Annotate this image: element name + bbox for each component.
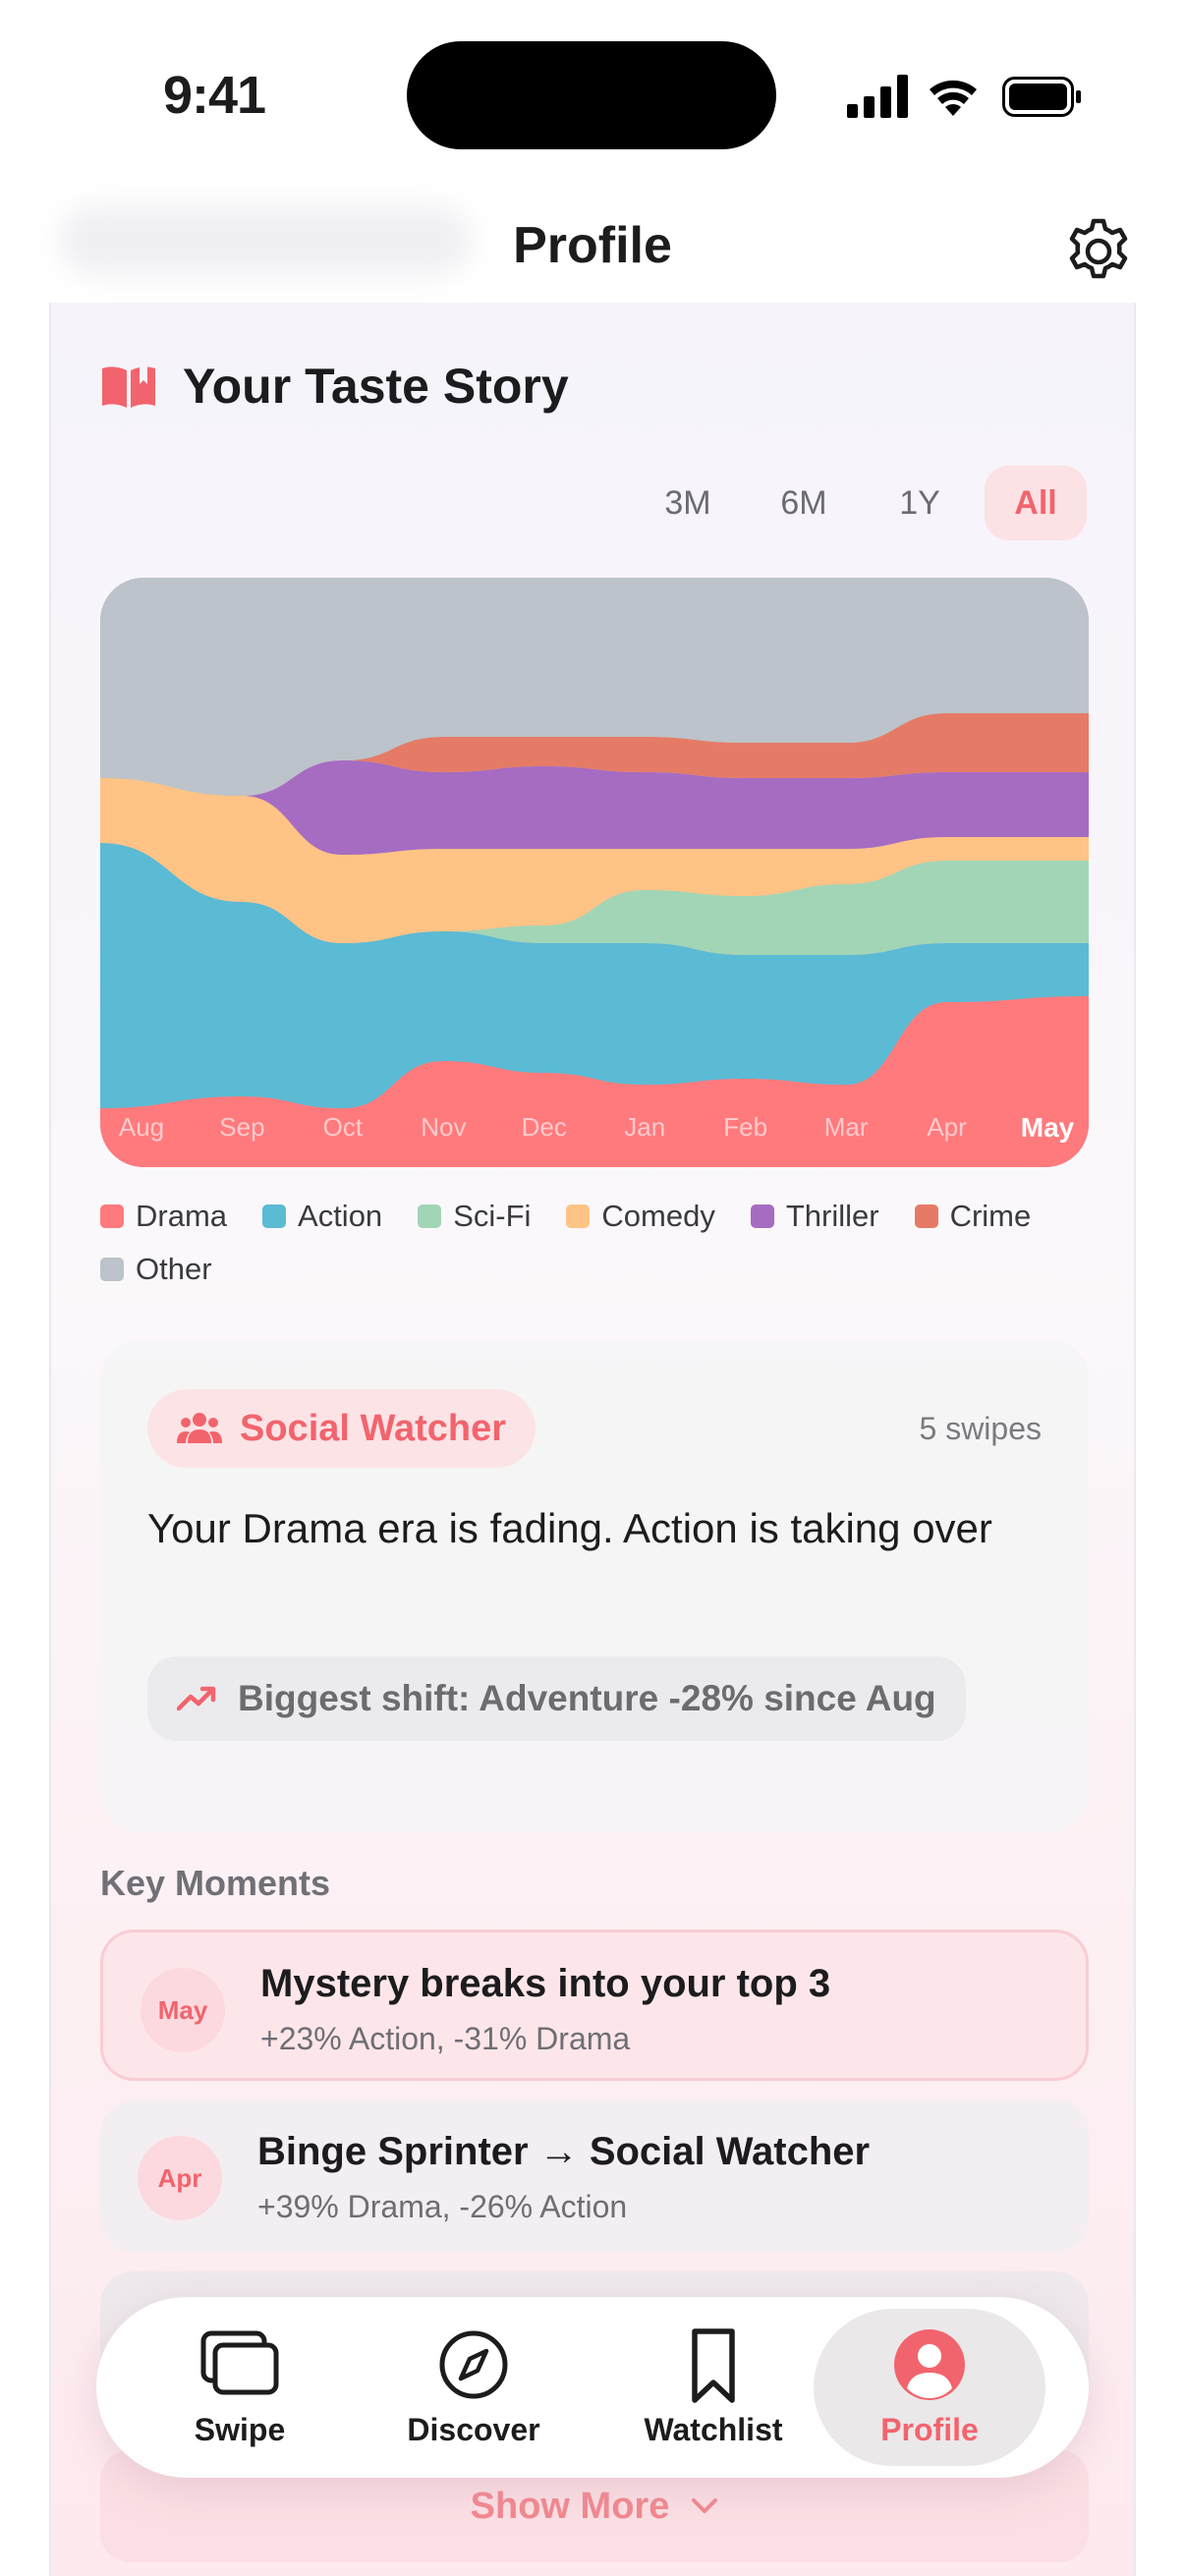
series-area-action xyxy=(100,843,1089,1108)
status-icons xyxy=(847,75,1081,118)
range-tab-3m[interactable]: 3M xyxy=(664,483,711,522)
range-tab-1y[interactable]: 1Y xyxy=(899,483,940,522)
legend-label: Thriller xyxy=(785,1199,879,1233)
dynamic-island xyxy=(407,41,776,149)
insight-card: Social Watcher 5 swipes Your Drama era i… xyxy=(100,1340,1089,1831)
swipe-count: 5 swipes xyxy=(919,1411,1043,1446)
legend-item: Comedy xyxy=(566,1199,715,1234)
x-tick-label: Aug xyxy=(118,1112,165,1142)
tab-label: Watchlist xyxy=(644,2411,783,2447)
gear-icon[interactable] xyxy=(1063,216,1134,287)
moment-month-badge: May xyxy=(141,1968,225,2052)
tab-discover[interactable]: Discover xyxy=(358,2309,590,2466)
legend-swatch xyxy=(566,1204,591,1228)
series-area-other xyxy=(100,578,1089,796)
legend-item: Action xyxy=(262,1199,382,1234)
range-tabs: 3M 6M 1Y All xyxy=(637,466,1087,540)
x-tick-label: Dec xyxy=(521,1112,567,1142)
card-title-row: Your Taste Story xyxy=(100,358,569,415)
legend-label: Action xyxy=(298,1199,383,1233)
cards-icon xyxy=(200,2330,279,2394)
key-moments-heading: Key Moments xyxy=(100,1863,331,1903)
series-area-drama xyxy=(100,996,1089,1167)
legend-item: Thriller xyxy=(750,1199,879,1234)
person-icon xyxy=(894,2328,965,2400)
series-area-thriller xyxy=(100,760,1089,855)
book-open-icon xyxy=(102,365,155,408)
legend-item: Drama xyxy=(100,1199,227,1234)
chevron-down-icon xyxy=(692,2498,718,2513)
chart-x-axis: Aug Sep Oct Nov Dec Jan Feb Mar Apr May xyxy=(100,1112,1089,1151)
signal-icon xyxy=(847,75,908,118)
series-area-sci-fi xyxy=(100,843,1089,955)
biggest-shift-pill: Biggest shift: Adventure -28% since Aug xyxy=(147,1656,966,1741)
trending-up-icon xyxy=(177,1686,216,1711)
legend-label: Drama xyxy=(136,1199,228,1233)
status-time: 9:41 xyxy=(163,66,266,125)
legend-swatch xyxy=(914,1204,938,1228)
blurred-header-content xyxy=(59,206,472,275)
legend-swatch xyxy=(100,1204,124,1228)
wifi-icon xyxy=(930,80,977,116)
battery-icon xyxy=(1002,77,1081,117)
moment-title: Binge Sprinter → Social Watcher xyxy=(257,2130,871,2173)
x-tick-label: Apr xyxy=(927,1112,967,1142)
legend-label: Comedy xyxy=(601,1199,715,1233)
tab-label: Swipe xyxy=(194,2411,286,2447)
persona-label: Social Watcher xyxy=(240,1407,507,1449)
tab-label: Discover xyxy=(407,2411,540,2447)
key-moment-item[interactable]: May Mystery breaks into your top 3 +23% … xyxy=(100,1930,1089,2081)
page-title: Profile xyxy=(513,217,672,274)
x-tick-label: May xyxy=(1020,1112,1075,1143)
taste-stream-chart[interactable]: Aug Sep Oct Nov Dec Jan Feb Mar Apr May xyxy=(100,578,1089,1167)
x-tick-label: Nov xyxy=(421,1112,467,1142)
legend-item: Sci-Fi xyxy=(418,1199,531,1234)
legend-swatch xyxy=(100,1258,124,1281)
x-tick-label: Jan xyxy=(624,1112,666,1142)
x-tick-label: Mar xyxy=(823,1112,869,1142)
x-tick-label: Feb xyxy=(723,1112,768,1142)
bookmark-icon xyxy=(692,2327,735,2403)
tab-profile[interactable]: Profile xyxy=(814,2309,1045,2466)
tab-label: Profile xyxy=(880,2411,979,2447)
legend-swatch xyxy=(418,1204,442,1228)
tab-watchlist[interactable]: Watchlist xyxy=(597,2309,829,2466)
legend-label: Other xyxy=(136,1252,212,1286)
status-bar: 9:41 xyxy=(0,0,1185,187)
insight-text: Your Drama era is fading. Action is taki… xyxy=(147,1505,992,1551)
people-icon xyxy=(177,1413,222,1443)
show-more-label: Show More xyxy=(470,2485,670,2527)
chart-legend: Drama Action Sci-Fi Comedy Thriller Crime Othe… xyxy=(100,1199,1093,1287)
biggest-shift-text: Biggest shift: Adventure -28% since Aug xyxy=(238,1678,936,1718)
persona-badge: Social Watcher xyxy=(147,1389,536,1468)
range-tab-all[interactable]: All xyxy=(985,466,1087,540)
legend-item: Crime xyxy=(914,1199,1032,1234)
legend-swatch xyxy=(750,1204,774,1228)
moment-title: Mystery breaks into your top 3 xyxy=(260,1962,831,2005)
moment-subtitle: +39% Drama, -26% Action xyxy=(257,2189,628,2224)
card-title: Your Taste Story xyxy=(183,359,569,414)
x-tick-label: Sep xyxy=(219,1112,265,1142)
taste-story-card: Your Taste Story 3M 6M 1Y All Aug Sep Oct N… xyxy=(49,303,1136,2576)
range-tab-6m[interactable]: 6M xyxy=(780,483,827,522)
legend-swatch xyxy=(262,1204,287,1228)
series-area-crime xyxy=(100,713,1089,796)
moment-subtitle: +23% Action, -31% Drama xyxy=(260,2021,631,2056)
nav-header: Profile xyxy=(0,187,1185,305)
series-area-comedy xyxy=(100,778,1089,943)
x-tick-label: Oct xyxy=(322,1112,364,1142)
tab-bar: Swipe Discover Watchlist Profile xyxy=(96,2297,1089,2478)
legend-label: Sci-Fi xyxy=(453,1199,532,1233)
tab-swipe[interactable]: Swipe xyxy=(124,2309,356,2466)
stream-chart-svg xyxy=(100,578,1089,1167)
key-moment-item[interactable]: Apr Binge Sprinter → Social Watcher +39%… xyxy=(100,2100,1089,2252)
moment-month-badge: Apr xyxy=(138,2136,222,2220)
legend-label: Crime xyxy=(949,1199,1032,1233)
compass-icon xyxy=(439,2330,508,2398)
legend-item: Other xyxy=(100,1252,212,1287)
